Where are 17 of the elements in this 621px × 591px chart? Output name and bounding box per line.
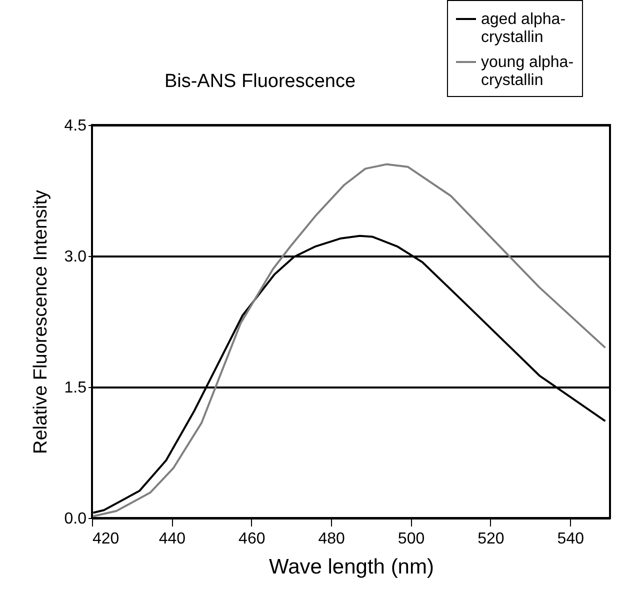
y-tick-label: 4.5	[64, 118, 87, 134]
y-tick-label: 3.0	[64, 248, 87, 266]
x-tick-label: 500	[398, 530, 425, 548]
x-tick-label: 520	[478, 530, 504, 548]
x-tick-label: 480	[318, 530, 346, 548]
x-axis-title: Wave length (nm)	[269, 556, 434, 578]
legend-label: aged alpha-crystallin	[481, 11, 566, 46]
x-tick-label: 440	[158, 530, 186, 548]
y-tick-label: 0.0	[64, 510, 87, 528]
x-tick-label: 460	[238, 530, 266, 548]
x-tick-label: 540	[557, 530, 584, 548]
chart-title: Bis-ANS Fluorescence	[164, 71, 356, 92]
line-series	[92, 163, 606, 518]
y-tick-label: 1.5	[64, 380, 87, 396]
x-tick-label: 420	[92, 530, 120, 548]
y-axis-title: Relative Fluorescence Intensity	[30, 189, 52, 454]
legend-label: young alpha-crystallin	[481, 54, 574, 89]
